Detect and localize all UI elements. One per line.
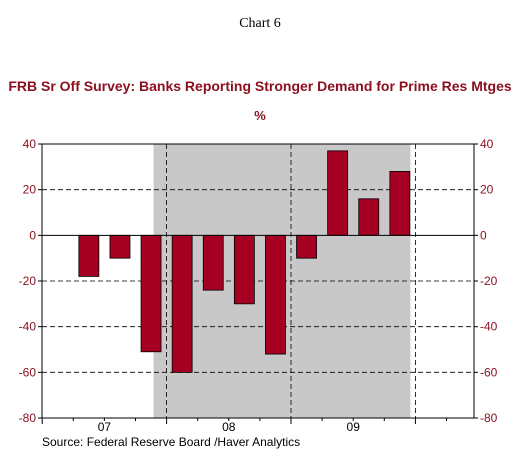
y-tick-label-right: -40 [480,320,498,334]
x-year-label: 09 [347,420,361,434]
bar [171,234,193,373]
y-tick-label-left: -80 [19,411,37,425]
y-tick-label-right: -80 [480,411,498,425]
y-tick-label-right: -20 [480,274,498,288]
y-tick-label-left: 0 [29,228,36,242]
y-tick-label-right: 40 [480,137,494,151]
y-tick-label-right: 20 [480,183,494,197]
x-year-label: 07 [98,420,112,434]
bar [233,234,255,305]
source-note: Source: Federal Reserve Board /Haver Ana… [42,435,301,449]
bar [265,234,286,355]
chart-unit: % [254,108,266,123]
y-tick-label-left: 40 [23,137,37,151]
y-tick-label-right: 0 [480,228,487,242]
y-tick-label-left: -40 [19,320,37,334]
bar [202,234,224,291]
bar [389,170,411,236]
y-tick-label-left: -60 [19,365,37,379]
bar [327,150,349,236]
x-year-label: 08 [222,420,236,434]
bar [140,234,162,353]
chart-number: Chart 6 [239,16,281,31]
bar [296,234,317,259]
y-tick-label-left: 20 [23,183,37,197]
bar [358,198,380,236]
bar [109,234,131,259]
bar [78,234,100,277]
chart-title: FRB Sr Off Survey: Banks Reporting Stron… [8,78,512,94]
y-tick-label-left: -20 [19,274,37,288]
y-tick-label-right: -60 [480,365,498,379]
